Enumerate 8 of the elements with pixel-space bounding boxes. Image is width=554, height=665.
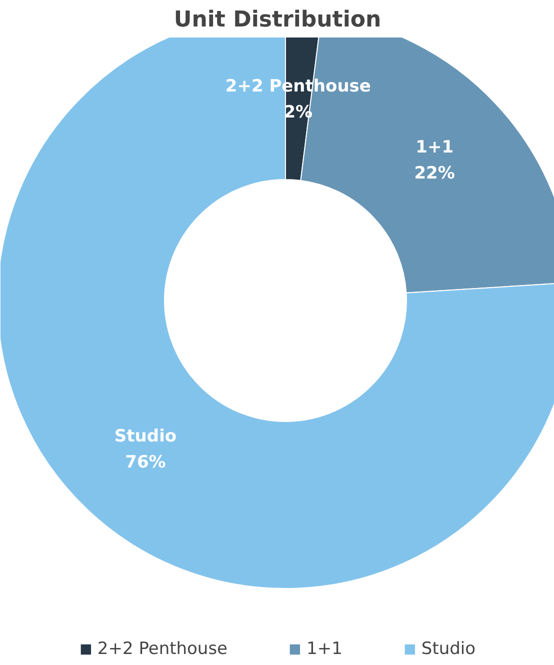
slice-label: 1+1: [416, 138, 454, 158]
legend-label: 2+2 Penthouse: [97, 639, 228, 659]
legend-label: 1+1: [306, 639, 342, 659]
chart-title: Unit Distribution: [174, 8, 382, 32]
slice-label: Studio: [114, 426, 177, 447]
data-label: 76%: [125, 452, 166, 473]
data-label: 22%: [414, 164, 455, 184]
legend-label: Studio: [421, 639, 476, 659]
